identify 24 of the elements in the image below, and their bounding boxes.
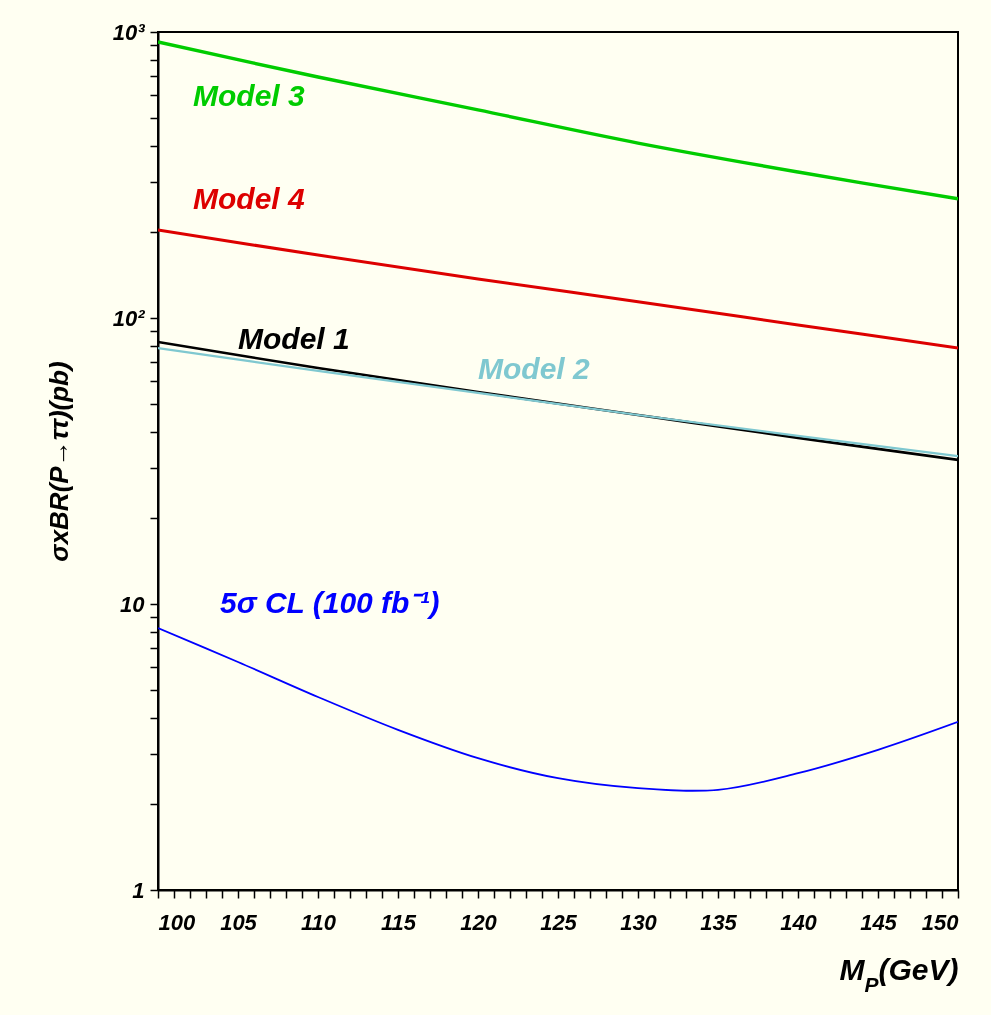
x-tick-label: 150 <box>921 909 960 935</box>
x-tick-label: 120 <box>460 909 498 935</box>
x-tick-label: 130 <box>620 909 658 935</box>
y-tick-label: 10² <box>112 305 146 331</box>
y-tick-label: 1 <box>132 877 145 903</box>
x-tick-label: 135 <box>700 909 738 935</box>
x-tick-label: 145 <box>860 909 898 935</box>
y-tick-label: 10³ <box>112 19 146 45</box>
series-label: Model 4 <box>193 182 305 215</box>
x-axis-title: M$_{P}$(GeV) <box>839 952 959 995</box>
y-axis-title: σxBR(P→ττ)(pb) <box>43 361 74 562</box>
line-series <box>158 228 958 350</box>
x-tick-label: 100 <box>158 909 196 935</box>
x-tick-label: 125 <box>540 909 578 935</box>
x-tick-label: 115 <box>380 909 417 935</box>
series-label: Model 3 <box>193 79 305 112</box>
series-label: Model 2 <box>478 352 590 385</box>
line-series <box>158 627 958 792</box>
y-tick-label: 10 <box>120 591 146 617</box>
x-tick-label: 110 <box>300 909 337 935</box>
series-label: 5σ CL (100 fb⁻¹) <box>220 586 440 619</box>
series-label: Model 1 <box>238 322 350 355</box>
x-tick-label: 140 <box>780 909 818 935</box>
x-tick-label: 105 <box>220 909 258 935</box>
